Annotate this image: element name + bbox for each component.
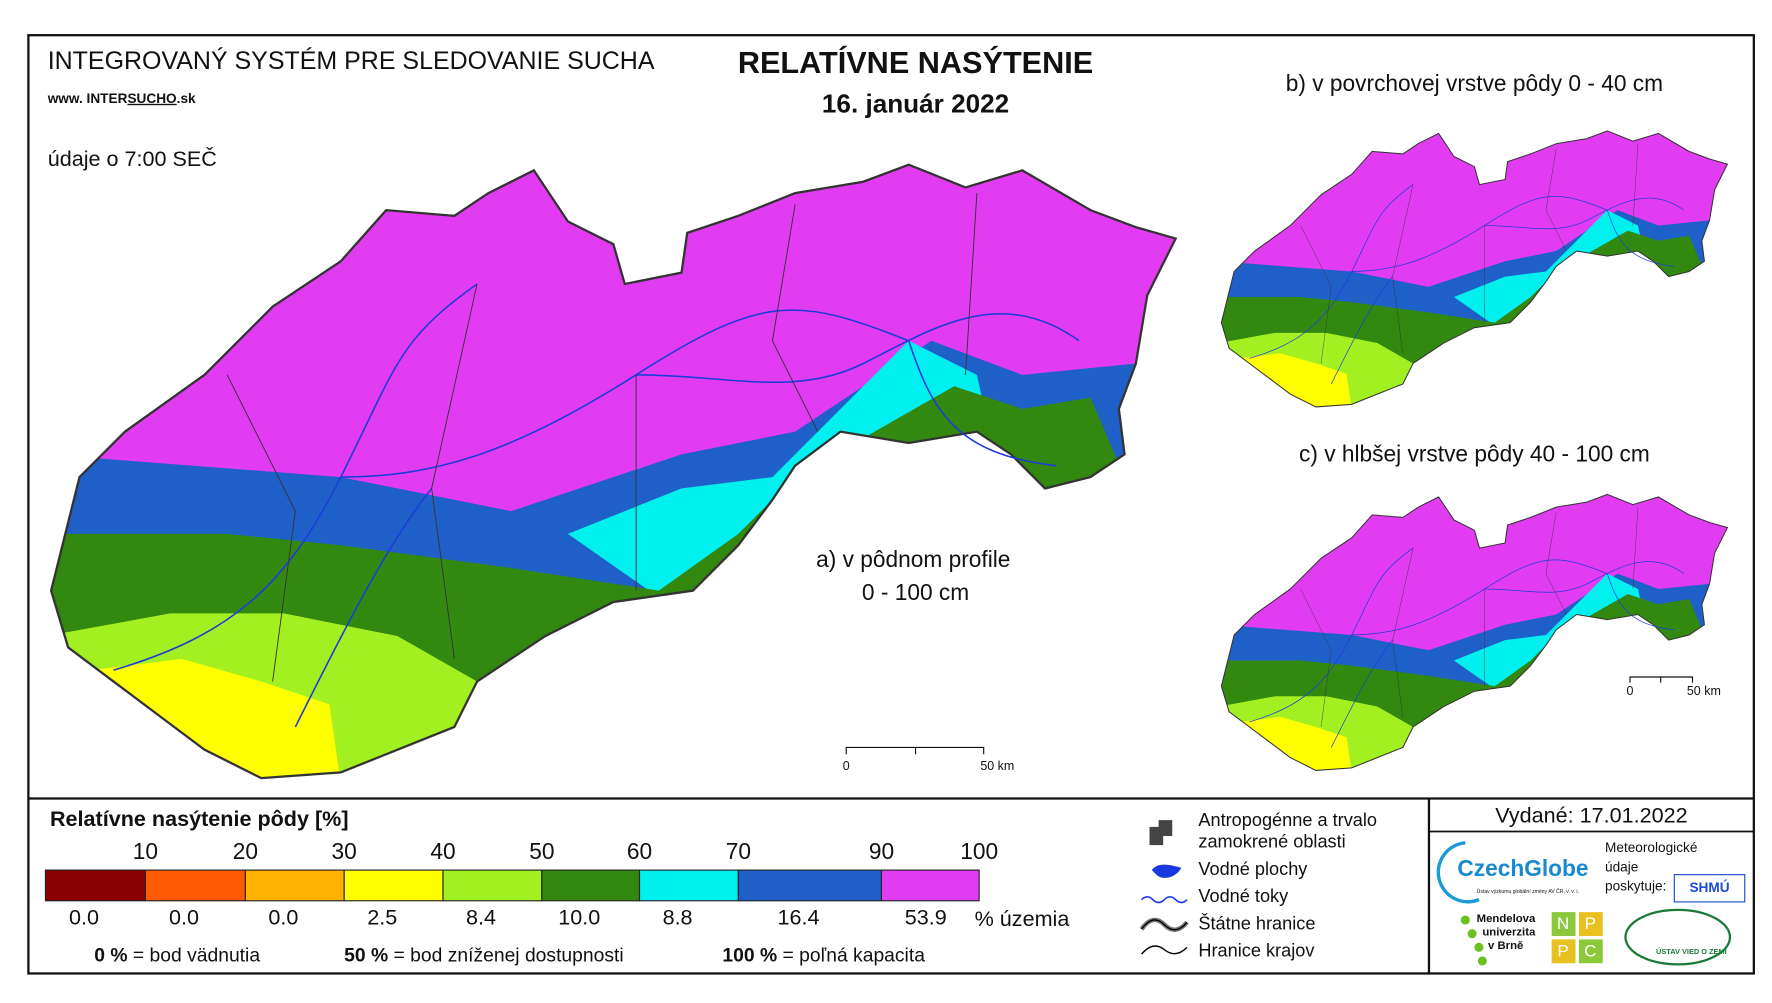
system-name: INTEGROVANÝ SYSTÉM PRE SLEDOVANIE SUCHA <box>48 46 655 75</box>
legend-share: 8.4 <box>466 905 496 930</box>
note: 50 % = bod zníženej dostupnosti <box>344 946 623 967</box>
logo-nppc: P <box>1557 941 1568 960</box>
legend-swatch <box>638 869 739 902</box>
share-unit: % územia <box>975 906 1070 931</box>
logo-mendel <box>1460 915 1487 966</box>
logo-czechglobe-sub: Ústav výzkumu globální změny AV ČR, v. v… <box>1477 888 1579 895</box>
legend-tick: 50 <box>529 838 554 864</box>
logo-mendel: univerzita <box>1482 927 1536 939</box>
issued: Vydané: 17.01.2022 <box>1495 802 1687 827</box>
scale-start: 0 <box>843 759 850 773</box>
logo-uvz <box>1624 908 1732 966</box>
title: RELATÍVNE NASÝTENIE <box>738 45 1093 80</box>
logo-nppc <box>1551 912 1603 964</box>
legend-title: Relatívne nasýtenie pôdy [%] <box>50 806 349 831</box>
legend-tick: 60 <box>627 838 652 864</box>
legend-tick: 10 <box>133 838 158 864</box>
meteo-note: údaje <box>1605 859 1638 874</box>
legend-tick: 70 <box>726 838 751 864</box>
icon-state-border <box>1141 919 1188 931</box>
symbol-label: Hranice krajov <box>1198 941 1315 961</box>
logo-nppc: P <box>1585 914 1596 933</box>
url: www. INTERSUCHO.sk <box>47 90 196 105</box>
legend-tick: 90 <box>869 838 894 864</box>
time-note: údaje o 7:00 SEČ <box>48 146 217 171</box>
logo-mendel: v Brně <box>1488 940 1523 952</box>
legend-swatch <box>44 869 146 902</box>
symbol-label: Vodné plochy <box>1198 859 1308 879</box>
scale-end: 50 km <box>980 759 1014 773</box>
symbol-label: zamokrené oblasti <box>1198 832 1345 852</box>
map-label: c) v hlbšej vrstve pôdy 40 - 100 cm <box>1299 440 1650 466</box>
logo-uvz: ÚSTAV VIED O ZEMI <box>1656 947 1727 956</box>
legend-share: 2.5 <box>367 905 397 930</box>
legend-share: 16.4 <box>778 905 820 930</box>
icon-region-border <box>1141 945 1188 955</box>
symbol-label: Antropogénne a trvalo <box>1198 810 1377 830</box>
scale-end: 50 km <box>1687 684 1721 698</box>
legend-swatch <box>244 869 345 902</box>
map-label: b) v povrchovej vrstve pôdy 0 - 40 cm <box>1286 70 1663 96</box>
legend-swatch <box>144 869 246 902</box>
logo-nppc: N <box>1557 914 1569 933</box>
date: 16. január 2022 <box>822 89 1009 119</box>
legend-swatch <box>442 869 543 902</box>
symbol-label: Vodné toky <box>1198 886 1289 906</box>
logo-shmu <box>1673 874 1746 903</box>
legend-share: 0.0 <box>169 905 199 930</box>
logo-czechglobe <box>1436 841 1480 904</box>
legend-share: 0.0 <box>69 905 99 930</box>
legend-tick: 40 <box>430 838 455 864</box>
scale-bar <box>845 746 985 755</box>
logo-mendel: Mendelova <box>1477 913 1536 925</box>
scale-bar <box>1629 676 1694 683</box>
legend-share: 10.0 <box>558 905 600 930</box>
legend-swatch <box>343 869 444 902</box>
legend-share: 53.9 <box>905 905 947 930</box>
legend-tick: 100 <box>960 838 998 864</box>
meteo-note: Meteorologické <box>1605 840 1697 855</box>
legend-swatch <box>737 869 883 902</box>
legend-swatch <box>880 869 980 902</box>
logo-nppc: C <box>1584 941 1596 960</box>
icon-river <box>1141 896 1188 904</box>
legend-share: 8.8 <box>663 905 693 930</box>
symbol-label: Štátne hranice <box>1198 912 1315 933</box>
note: 0 % = bod vädnutia <box>94 946 260 967</box>
legend: 0.0 0.0 0.0 2.5 8.4 10.0 8.8 16.4 53.9 10 20 30 40 50… <box>44 838 998 930</box>
legend-share: 0.0 <box>268 905 298 930</box>
logo-czechglobe: CzechGlobe <box>1457 855 1588 881</box>
note: 100 % = poľná kapacita <box>722 946 925 967</box>
icon-urban <box>1149 820 1173 846</box>
scale-start: 0 <box>1627 684 1634 698</box>
icon-water <box>1151 864 1182 878</box>
map-depth: 0 - 100 cm <box>862 579 969 605</box>
legend-tick: 20 <box>233 838 258 864</box>
legend-tick: 30 <box>332 838 357 864</box>
logo-shmu: SHMÚ <box>1689 880 1729 895</box>
meteo-note: poskytuje: <box>1605 879 1666 894</box>
legend-swatch <box>541 869 641 902</box>
map-label: a) v pôdnom profile <box>816 546 1010 572</box>
